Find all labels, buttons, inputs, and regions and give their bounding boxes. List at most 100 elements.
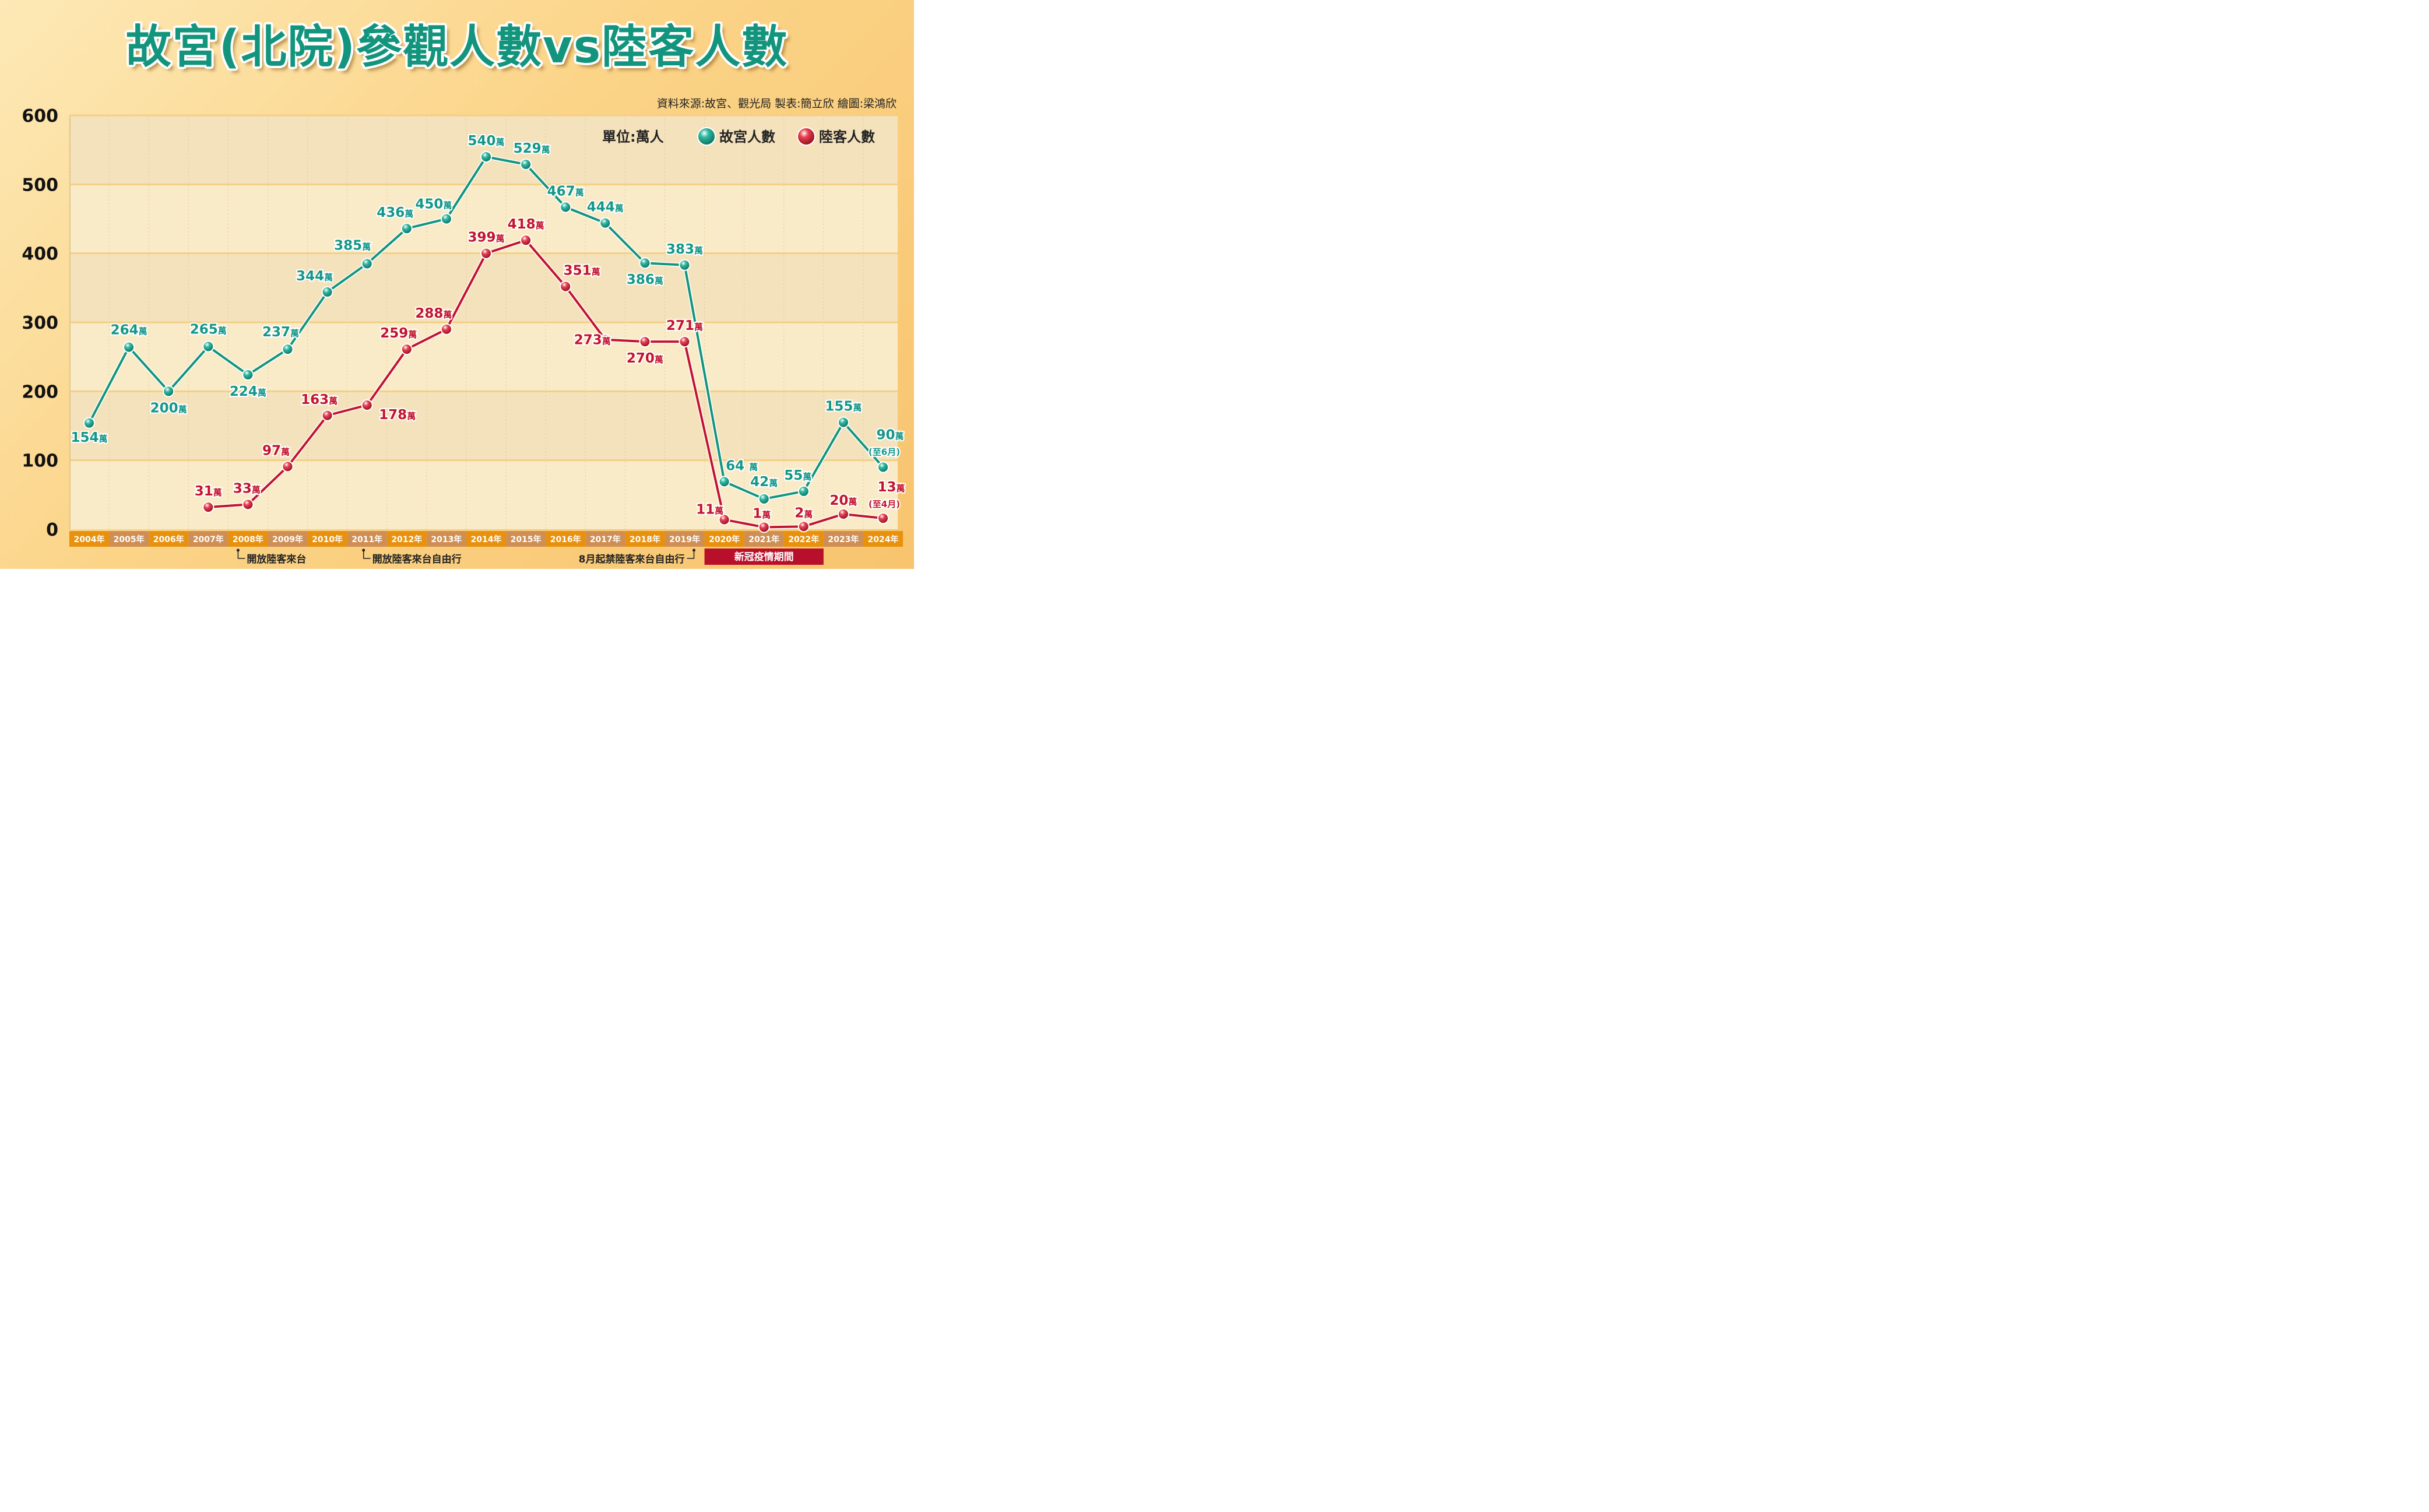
data-label: 270萬: [627, 351, 663, 366]
x-tick-label: 2024年: [868, 535, 899, 544]
x-tick-label: 2008年: [233, 535, 263, 544]
data-point: [797, 485, 810, 497]
legend-label-mainland: 陸客人數: [819, 129, 875, 145]
series-mainland: [202, 234, 889, 533]
unit-label: 單位:萬人: [602, 129, 664, 145]
x-tick-bg: [228, 531, 268, 547]
data-point: [202, 501, 215, 514]
annotation-open-tourism: 開放陸客來台: [247, 553, 306, 565]
plot-band: [70, 460, 898, 529]
data-point: [242, 498, 254, 511]
data-point: [480, 151, 492, 163]
data-label: 265萬: [190, 322, 227, 337]
annotation-bracket: [237, 550, 245, 559]
data-point: [163, 385, 175, 398]
data-point: [797, 521, 810, 533]
data-label: 385萬: [334, 238, 371, 253]
data-point: [679, 336, 691, 348]
data-point: [400, 343, 413, 356]
annotation-bracket: [363, 550, 371, 559]
data-label: 259萬: [380, 326, 417, 341]
data-label: 436萬: [377, 205, 413, 220]
data-label: 64 萬: [726, 458, 758, 473]
legend: 單位:萬人 故宮人數 陸客人數: [602, 127, 875, 146]
data-label: 200萬: [150, 400, 187, 416]
data-label: 264萬: [111, 323, 147, 338]
data-label: 1萬: [753, 506, 771, 521]
note-museum-2024: (至6月): [869, 447, 900, 458]
x-axis: 2004年 2005年 2006年 2007年 2008年 2009年 2010年 2011年…: [69, 531, 904, 547]
x-tick-bg: [347, 531, 387, 547]
x-tick-label: 2019年: [669, 535, 700, 544]
y-tick-label: 400: [22, 244, 58, 265]
data-point: [520, 159, 532, 171]
y-tick-label: 200: [22, 382, 58, 402]
data-label: 418萬: [508, 217, 544, 232]
y-axis: 0 100 200 300 400 500 600: [22, 106, 58, 540]
x-tick-bg: [704, 531, 744, 547]
data-point: [837, 416, 849, 428]
annotations: 開放陸客來台 開放陸客來台自由行 8月起禁陸客來台自由行 新冠疫情期間: [236, 548, 824, 565]
x-tick-label: 2005年: [114, 535, 145, 544]
chart-title: 故宮(北院)參觀人數vs陸客人數: [125, 21, 789, 73]
x-tick-bg: [506, 531, 546, 547]
data-point: [282, 343, 294, 356]
data-label: 467萬: [547, 184, 584, 199]
y-tick-label: 0: [46, 520, 58, 540]
plot-band: [70, 322, 898, 392]
data-label: 273萬: [574, 333, 611, 348]
data-point: [202, 340, 215, 353]
data-point: [877, 461, 889, 473]
plot-band: [70, 253, 898, 322]
covid-period-label: 新冠疫情期間: [734, 551, 794, 563]
data-point: [758, 493, 770, 505]
data-point: [520, 234, 532, 247]
x-tick-label: 2023年: [828, 535, 859, 544]
x-tick-bg: [268, 531, 308, 547]
x-tick-bg: [426, 531, 466, 547]
x-tick-bg: [188, 531, 229, 547]
x-tick-bg: [744, 531, 784, 547]
data-label: 13萬: [877, 480, 905, 495]
x-tick-bg: [665, 531, 705, 547]
plot-band: [70, 184, 898, 254]
data-label: 163萬: [301, 392, 338, 407]
data-label: 20萬: [829, 493, 857, 508]
covid-period-bar: [704, 548, 824, 565]
annotation-dot: [362, 548, 365, 552]
data-label: 351萬: [564, 263, 600, 278]
data-point: [400, 223, 413, 235]
data-point: [440, 323, 452, 335]
data-label: 55萬: [784, 468, 811, 483]
annotation-dot: [236, 548, 240, 552]
data-point: [440, 213, 452, 225]
x-tick-label: 2016年: [550, 535, 581, 544]
y-tick-label: 500: [22, 175, 58, 195]
data-label: 11萬: [696, 502, 723, 517]
data-label: 444萬: [587, 200, 624, 215]
x-tick-label: 2017年: [590, 535, 621, 544]
x-tick-bg: [149, 531, 189, 547]
x-tick-label: 2021年: [748, 535, 779, 544]
data-label: 529萬: [514, 141, 550, 156]
x-tick-bg: [386, 531, 427, 547]
y-tick-label: 100: [22, 451, 58, 472]
data-point: [560, 280, 572, 293]
data-label: 383萬: [666, 242, 703, 257]
data-label: 237萬: [262, 325, 299, 340]
x-tick-label: 2004年: [74, 535, 105, 544]
x-tick-bg: [307, 531, 347, 547]
source-credit: 資料來源:故宮、觀光局 製表:簡立欣 繪圖:梁鴻欣: [656, 97, 897, 110]
data-label: 33萬: [233, 481, 261, 496]
annotation-bracket: [687, 550, 695, 559]
x-tick-label: 2012年: [391, 535, 422, 544]
x-tick-bg: [69, 531, 110, 547]
y-tick-label: 300: [22, 313, 58, 333]
data-label: 97萬: [262, 443, 290, 458]
x-tick-label: 2022年: [788, 535, 819, 544]
x-tick-bg: [863, 531, 904, 547]
annotation-ban-independent: 8月起禁陸客來台自由行: [579, 553, 685, 565]
x-tick-label: 2006年: [153, 535, 184, 544]
plot-band: [70, 391, 898, 460]
